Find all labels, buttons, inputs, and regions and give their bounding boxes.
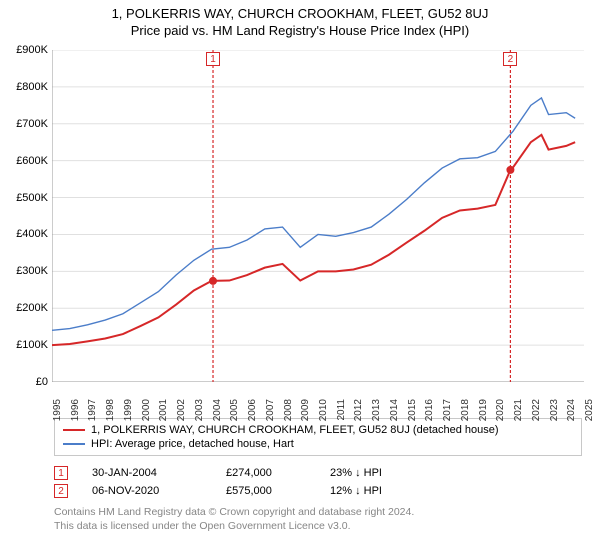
- chart-title-block: 1, POLKERRIS WAY, CHURCH CROOKHAM, FLEET…: [10, 6, 590, 38]
- y-tick-label: £600K: [16, 155, 48, 167]
- y-tick-label: £300K: [16, 265, 48, 277]
- series-hpi: [52, 98, 575, 330]
- y-axis: £0£100K£200K£300K£400K£500K£600K£700K£80…: [10, 50, 52, 382]
- sale-marker: 2: [54, 484, 68, 498]
- x-tick-label: 2016: [424, 399, 435, 421]
- sale-price: £274,000: [226, 467, 306, 479]
- y-tick-label: £400K: [16, 228, 48, 240]
- x-tick-label: 2013: [371, 399, 382, 421]
- y-tick-label: £100K: [16, 339, 48, 351]
- x-tick-label: 1996: [70, 399, 81, 421]
- sale-date: 30-JAN-2004: [92, 467, 202, 479]
- x-tick-label: 2009: [300, 399, 311, 421]
- x-tick-label: 2001: [158, 399, 169, 421]
- sale-marker: 1: [54, 466, 68, 480]
- legend-row-hpi: HPI: Average price, detached house, Hart: [63, 437, 573, 451]
- x-tick-label: 2012: [353, 399, 364, 421]
- x-tick-label: 2000: [141, 399, 152, 421]
- y-tick-label: £700K: [16, 118, 48, 130]
- sale-row: 2 06-NOV-2020 £575,000 12% ↓ HPI: [54, 482, 582, 500]
- x-axis: 1995199619971998199920002001200220032004…: [52, 382, 584, 410]
- sale-hpi-relative: 23% ↓ HPI: [330, 467, 382, 479]
- x-tick-label: 2015: [407, 399, 418, 421]
- event-label-1: 1: [206, 52, 220, 66]
- x-tick-label: 2007: [265, 399, 276, 421]
- x-tick-label: 2025: [584, 399, 595, 421]
- legend: 1, POLKERRIS WAY, CHURCH CROOKHAM, FLEET…: [54, 418, 582, 456]
- plot-svg: [52, 50, 584, 382]
- x-tick-label: 1998: [105, 399, 116, 421]
- chart-area: £0 £100K £200K £300K £400K £500K £600K £700K £80…: [10, 50, 590, 410]
- x-tick-label: 1997: [87, 399, 98, 421]
- x-tick-label: 2021: [513, 399, 524, 421]
- x-tick-label: 2011: [336, 399, 347, 421]
- y-tick-label: £200K: [16, 302, 48, 314]
- legend-swatch: [63, 443, 85, 445]
- plot-area: 12: [52, 50, 584, 382]
- x-tick-label: 2004: [212, 399, 223, 421]
- event-dot-1: [209, 277, 217, 285]
- x-tick-label: 2023: [549, 399, 560, 421]
- x-tick-label: 1999: [123, 399, 134, 421]
- x-tick-label: 2019: [478, 399, 489, 421]
- y-tick-label: £0: [36, 376, 48, 388]
- x-tick-label: 2020: [495, 399, 506, 421]
- x-tick-label: 2008: [283, 399, 294, 421]
- x-tick-label: 2006: [247, 399, 258, 421]
- x-tick-label: 2005: [229, 399, 240, 421]
- x-tick-label: 1995: [52, 399, 63, 421]
- series-property: [52, 135, 575, 345]
- title-line-2: Price paid vs. HM Land Registry's House …: [10, 23, 590, 38]
- event-label-2: 2: [503, 52, 517, 66]
- legend-label: 1, POLKERRIS WAY, CHURCH CROOKHAM, FLEET…: [91, 424, 499, 436]
- sale-row: 1 30-JAN-2004 £274,000 23% ↓ HPI: [54, 464, 582, 482]
- x-tick-label: 2024: [566, 399, 577, 421]
- footer-line-1: Contains HM Land Registry data © Crown c…: [54, 506, 582, 520]
- sales-table: 1 30-JAN-2004 £274,000 23% ↓ HPI 2 06-NOV-202…: [54, 464, 582, 500]
- x-tick-label: 2017: [442, 399, 453, 421]
- x-tick-label: 2010: [318, 399, 329, 421]
- footer-attribution: Contains HM Land Registry data © Crown c…: [54, 506, 582, 533]
- y-tick-label: £900K: [16, 44, 48, 56]
- y-tick-label: £500K: [16, 192, 48, 204]
- event-dot-2: [506, 166, 514, 174]
- x-tick-label: 2002: [176, 399, 187, 421]
- legend-row-property: 1, POLKERRIS WAY, CHURCH CROOKHAM, FLEET…: [63, 423, 573, 437]
- sale-price: £575,000: [226, 485, 306, 497]
- legend-swatch: [63, 429, 85, 431]
- title-line-1: 1, POLKERRIS WAY, CHURCH CROOKHAM, FLEET…: [10, 6, 590, 21]
- y-tick-label: £800K: [16, 81, 48, 93]
- x-tick-label: 2018: [460, 399, 471, 421]
- x-tick-label: 2014: [389, 399, 400, 421]
- sale-hpi-relative: 12% ↓ HPI: [330, 485, 382, 497]
- x-tick-label: 2022: [531, 399, 542, 421]
- footer-line-2: This data is licensed under the Open Gov…: [54, 520, 582, 534]
- x-tick-label: 2003: [194, 399, 205, 421]
- sale-date: 06-NOV-2020: [92, 485, 202, 497]
- legend-label: HPI: Average price, detached house, Hart: [91, 438, 294, 450]
